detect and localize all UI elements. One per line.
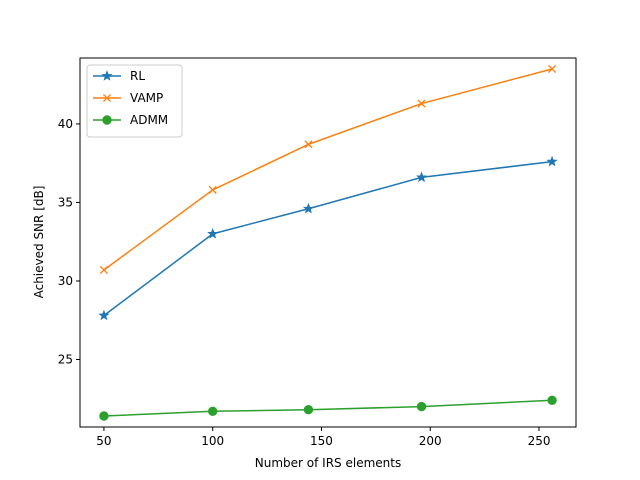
x-axis-label: Number of IRS elements bbox=[255, 456, 401, 470]
x-tick-label: 100 bbox=[201, 434, 224, 448]
data-point-rl bbox=[415, 171, 428, 183]
data-point-admm bbox=[99, 411, 109, 421]
data-point-admm bbox=[416, 401, 427, 412]
x-axis: 50 100 150 200 250 bbox=[96, 427, 550, 448]
data-point-rl bbox=[546, 155, 558, 167]
legend-item-vamp: VAMP bbox=[93, 91, 163, 105]
data-point-vamp bbox=[99, 265, 108, 275]
y-tick-label: 35 bbox=[58, 195, 73, 209]
y-tick-label: 25 bbox=[58, 352, 73, 366]
data-point-admm bbox=[208, 406, 218, 416]
x-tick-label: 50 bbox=[96, 434, 111, 448]
data-point-vamp bbox=[417, 99, 426, 108]
legend: RL VAMP ADMM bbox=[86, 64, 183, 138]
series-rl bbox=[98, 155, 558, 321]
y-tick-label: 30 bbox=[58, 274, 73, 288]
data-point-admm bbox=[303, 405, 314, 415]
x-tick-label: 150 bbox=[310, 434, 333, 448]
series-line-admm bbox=[103, 399, 553, 417]
data-point-rl bbox=[207, 228, 219, 239]
legend-label-admm: ADMM bbox=[130, 113, 168, 127]
legend-item-admm: ADMM bbox=[93, 113, 168, 127]
data-point-vamp bbox=[208, 185, 217, 194]
plot-area bbox=[98, 64, 558, 421]
axes-frame bbox=[79, 57, 577, 428]
x-tick-label: 200 bbox=[419, 434, 442, 448]
series-vamp bbox=[99, 64, 557, 275]
y-axis: 25 30 35 40 bbox=[58, 117, 80, 366]
legend-item-rl: RL bbox=[93, 69, 145, 83]
data-point-rl bbox=[98, 309, 110, 321]
data-point-vamp bbox=[548, 64, 557, 74]
legend-label-vamp: VAMP bbox=[130, 91, 163, 105]
series-line-rl bbox=[103, 160, 553, 317]
legend-label-rl: RL bbox=[130, 69, 145, 83]
legend-marker-admm bbox=[102, 115, 112, 125]
y-axis-label: Achieved SNR [dB] bbox=[32, 186, 46, 299]
data-point-rl bbox=[302, 202, 314, 214]
data-point-vamp bbox=[304, 140, 313, 149]
legend-marker-rl bbox=[101, 70, 113, 81]
data-point-admm bbox=[547, 395, 557, 406]
series-admm bbox=[99, 395, 557, 421]
y-tick-label: 40 bbox=[58, 117, 73, 131]
x-tick-label: 250 bbox=[528, 434, 551, 448]
legend-marker-vamp bbox=[102, 93, 112, 103]
